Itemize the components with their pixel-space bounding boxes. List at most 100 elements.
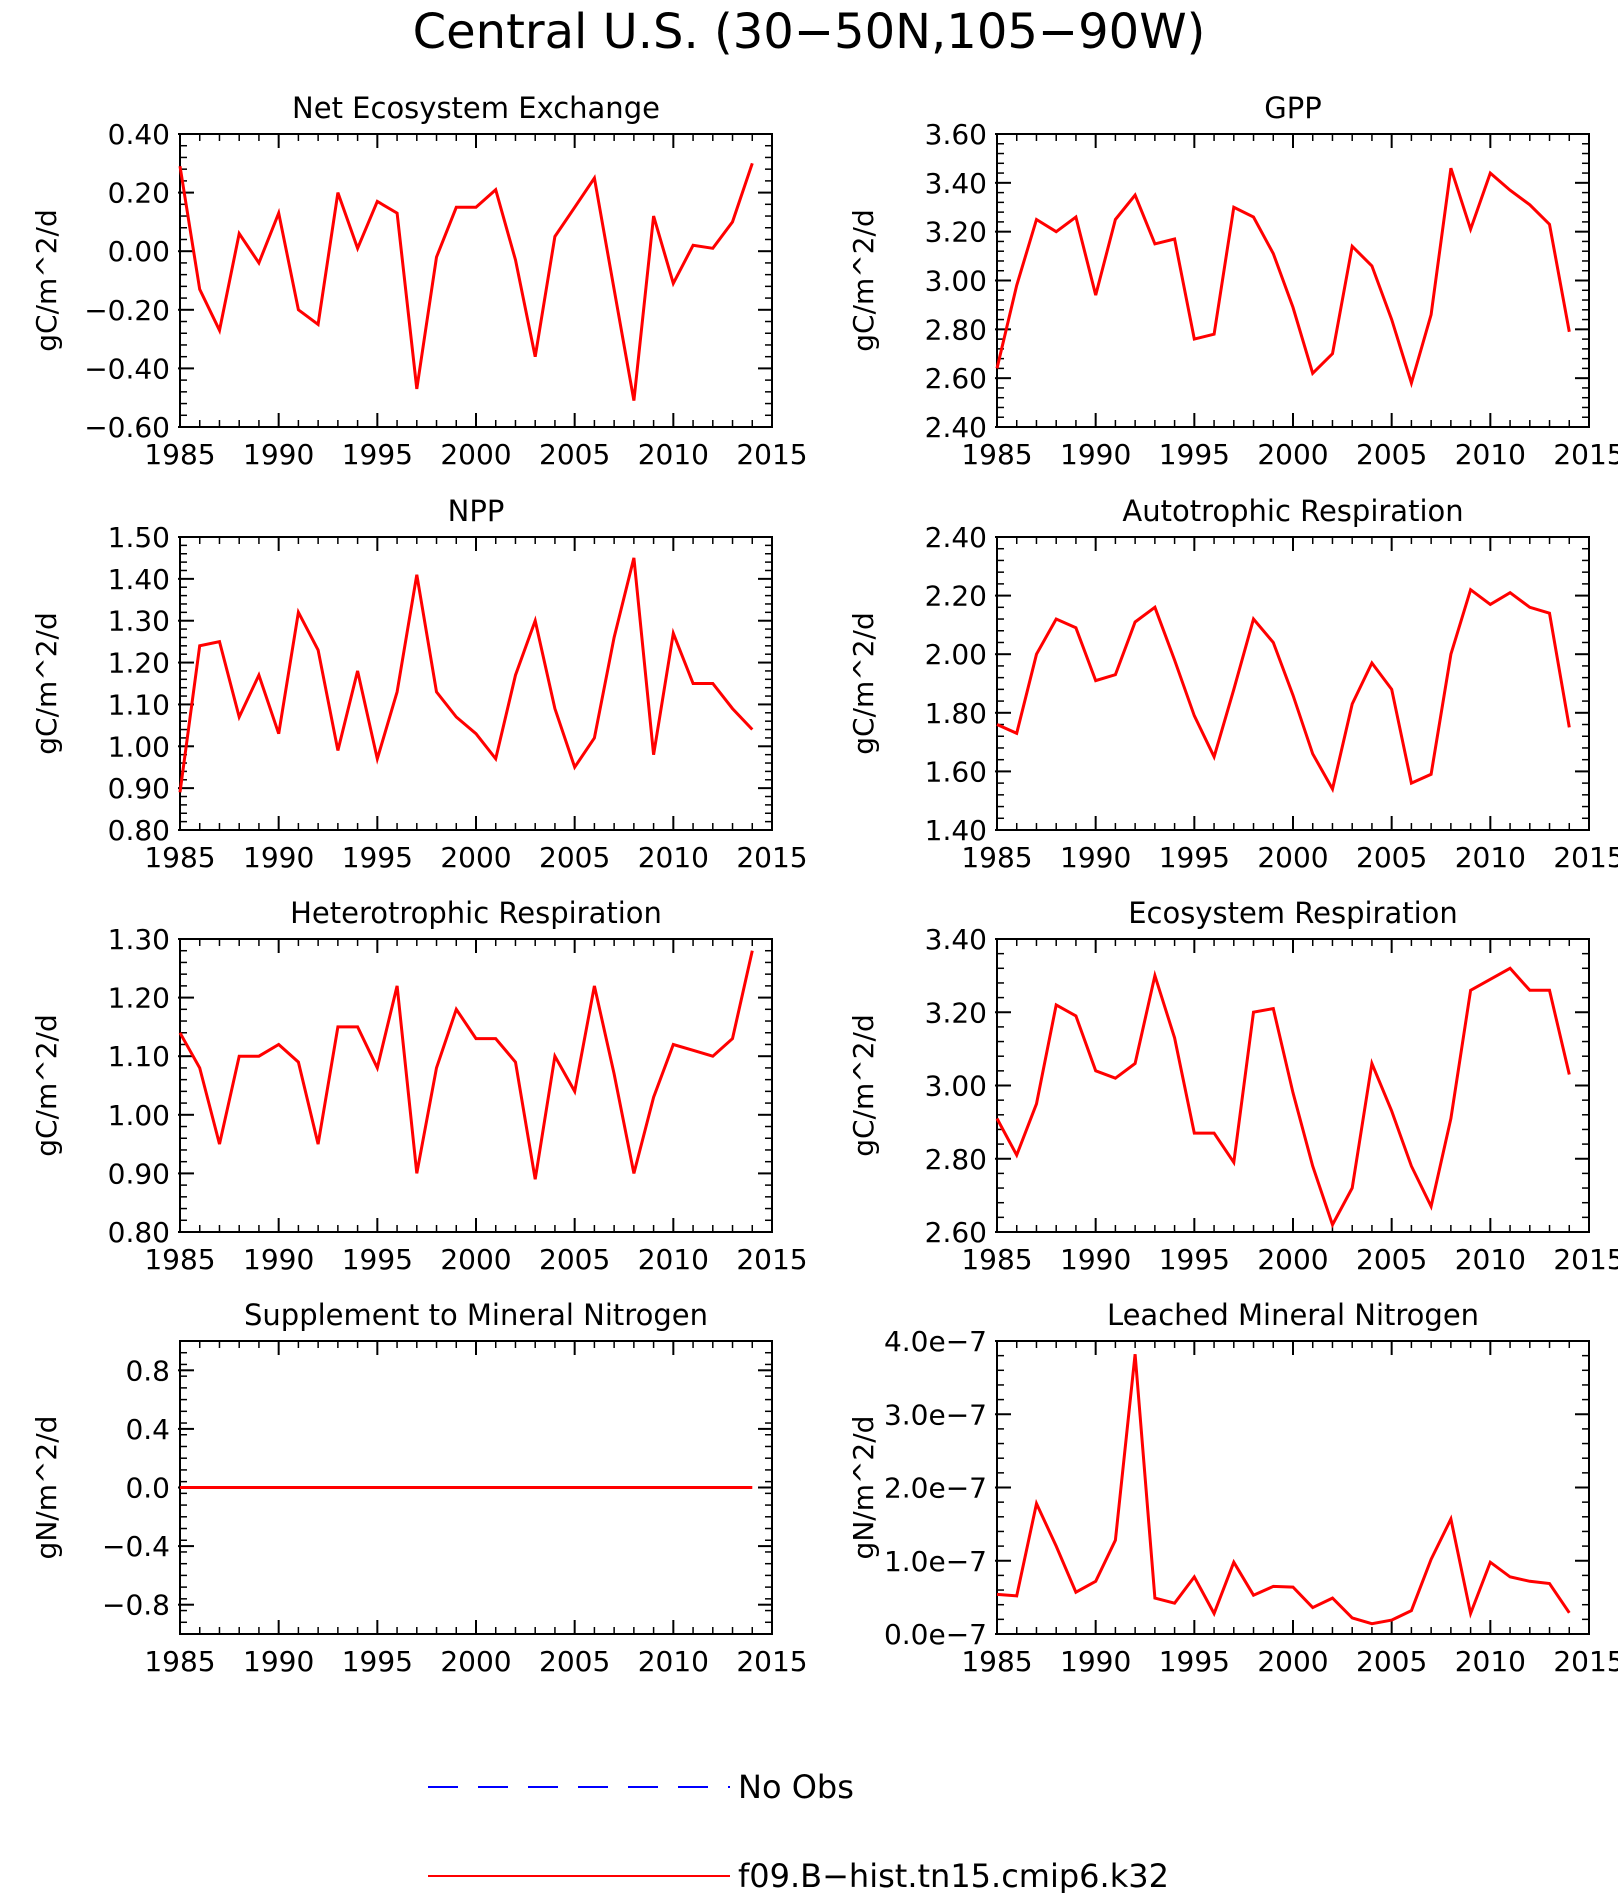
x-tick-label: 2000 xyxy=(1257,1243,1328,1276)
y-tick-label: 2.60 xyxy=(925,1216,987,1249)
x-tick-label: 2015 xyxy=(736,438,807,471)
y-tick-label: 3.0e−7 xyxy=(884,1398,987,1431)
panel-4: Autotrophic Respiration gC/m^2/d 1985 1990 1… xyxy=(847,494,1618,874)
x-tick-label: 1995 xyxy=(1159,438,1230,471)
x-tick-label: 2005 xyxy=(1356,841,1427,874)
x-tick-label: 2000 xyxy=(1257,841,1328,874)
x-tick-label: 1995 xyxy=(342,1645,413,1678)
y-tick-label: 0.80 xyxy=(108,814,170,847)
panels: Net Ecosystem Exchange gC/m^2/d 1985 1990 19… xyxy=(30,91,1618,1678)
y-tick-label: 1.60 xyxy=(925,755,987,788)
y-tick-label: 0.80 xyxy=(108,1216,170,1249)
series-line xyxy=(178,162,754,401)
y-tick-label: 2.20 xyxy=(925,580,987,613)
x-tick-label: 2005 xyxy=(1356,1243,1427,1276)
plot-frame xyxy=(996,938,1590,1233)
x-tick-label: 1995 xyxy=(342,841,413,874)
y-tick-label: 1.20 xyxy=(108,982,170,1015)
y-tick-label: 4.0e−7 xyxy=(884,1325,987,1358)
y-tick-label: 2.80 xyxy=(925,313,987,346)
y-tick-label: 0.8 xyxy=(125,1354,170,1387)
y-tick-label: 2.80 xyxy=(925,1143,987,1176)
x-tick-label: 2000 xyxy=(440,1645,511,1678)
x-tick-label: 1985 xyxy=(961,1645,1032,1678)
y-tick-label: 2.40 xyxy=(925,521,987,554)
x-tick-label: 1985 xyxy=(144,841,215,874)
x-tick-label: 2005 xyxy=(539,1243,610,1276)
y-tick-label: 2.60 xyxy=(925,362,987,395)
x-tick-label: 2005 xyxy=(1356,1645,1427,1678)
x-tick-label: 2010 xyxy=(1455,438,1526,471)
series-line xyxy=(996,587,1571,794)
x-tick-label: 2000 xyxy=(440,438,511,471)
y-tick-label: 1.10 xyxy=(108,1040,170,1073)
y-tick-label: 2.40 xyxy=(925,411,987,444)
plot-frame xyxy=(996,536,1590,831)
x-tick-label: 1990 xyxy=(243,438,314,471)
panel-title: Supplement to Mineral Nitrogen xyxy=(244,1298,708,1332)
x-tick-label: 2010 xyxy=(1455,841,1526,874)
y-tick-label: 1.00 xyxy=(108,1099,170,1132)
panel-title: GPP xyxy=(1264,91,1321,125)
x-tick-label: 1990 xyxy=(1060,841,1131,874)
x-tick-label: 2015 xyxy=(1553,841,1618,874)
panel-1: Net Ecosystem Exchange gC/m^2/d 1985 1990 19… xyxy=(30,91,808,471)
plot-frame xyxy=(996,1340,1590,1635)
y-axis-label: gC/m^2/d xyxy=(30,209,63,352)
y-tick-label: 0.90 xyxy=(108,772,170,805)
panel-title: Autotrophic Respiration xyxy=(1122,494,1463,528)
x-tick-label: 1990 xyxy=(243,841,314,874)
y-axis-label: gN/m^2/d xyxy=(30,1416,63,1560)
x-tick-label: 1985 xyxy=(144,1243,215,1276)
y-tick-label: 3.20 xyxy=(925,996,987,1029)
x-tick-label: 2000 xyxy=(440,1243,511,1276)
y-tick-label: 0.0 xyxy=(125,1472,170,1505)
plot-frame xyxy=(179,133,773,428)
y-tick-label: 3.40 xyxy=(925,923,987,956)
x-tick-label: 2005 xyxy=(1356,438,1427,471)
y-tick-label: 0.00 xyxy=(108,235,170,268)
x-tick-label: 2005 xyxy=(539,1645,610,1678)
x-tick-label: 2005 xyxy=(539,841,610,874)
x-tick-label: 2015 xyxy=(1553,1243,1618,1276)
x-tick-label: 2010 xyxy=(638,438,709,471)
y-axis-label: gC/m^2/d xyxy=(847,209,880,352)
x-tick-label: 2015 xyxy=(1553,438,1618,471)
y-tick-label: −0.8 xyxy=(102,1589,170,1622)
panel-6: Ecosystem Respiration gC/m^2/d 1985 1990 199… xyxy=(847,896,1618,1276)
x-tick-label: 1995 xyxy=(1159,841,1230,874)
x-tick-label: 2000 xyxy=(1257,438,1328,471)
x-tick-label: 2010 xyxy=(638,1645,709,1678)
x-tick-label: 2010 xyxy=(638,841,709,874)
x-tick-label: 1995 xyxy=(1159,1645,1230,1678)
legend: No Obs f09.B−hist.tn15.cmip6.k32 xyxy=(428,1768,1169,1893)
y-tick-label: 3.40 xyxy=(925,167,987,200)
panel-title: Heterotrophic Respiration xyxy=(290,896,662,930)
y-tick-label: −0.20 xyxy=(84,294,170,327)
y-tick-label: 2.0e−7 xyxy=(884,1472,987,1505)
y-tick-label: 3.00 xyxy=(925,265,987,298)
y-tick-label: −0.60 xyxy=(84,411,170,444)
y-tick-label: 3.00 xyxy=(925,1070,987,1103)
panel-title: Leached Mineral Nitrogen xyxy=(1107,1298,1479,1332)
y-tick-label: 1.30 xyxy=(108,923,170,956)
series-line xyxy=(178,950,754,1180)
legend-model-label: f09.B−hist.tn15.cmip6.k32 xyxy=(738,1857,1169,1893)
x-tick-label: 1995 xyxy=(342,1243,413,1276)
figure-title: Central U.S. (30−50N,105−90W) xyxy=(413,4,1206,60)
x-tick-label: 1985 xyxy=(961,841,1032,874)
series-line xyxy=(996,1354,1571,1626)
x-tick-label: 1985 xyxy=(144,1645,215,1678)
panel-title: Ecosystem Respiration xyxy=(1128,896,1458,930)
x-tick-label: 2010 xyxy=(1455,1645,1526,1678)
series-line xyxy=(178,557,754,793)
x-tick-label: 1990 xyxy=(1060,1243,1131,1276)
y-tick-label: 1.80 xyxy=(925,697,987,730)
x-tick-label: 1990 xyxy=(243,1645,314,1678)
panel-7: Supplement to Mineral Nitrogen gN/m^2/d 19… xyxy=(30,1298,808,1678)
legend-no-obs-label: No Obs xyxy=(738,1768,854,1806)
x-tick-label: 1990 xyxy=(243,1243,314,1276)
y-tick-label: 0.40 xyxy=(108,118,170,151)
x-tick-label: 1990 xyxy=(1060,1645,1131,1678)
y-tick-label: 3.60 xyxy=(925,118,987,151)
